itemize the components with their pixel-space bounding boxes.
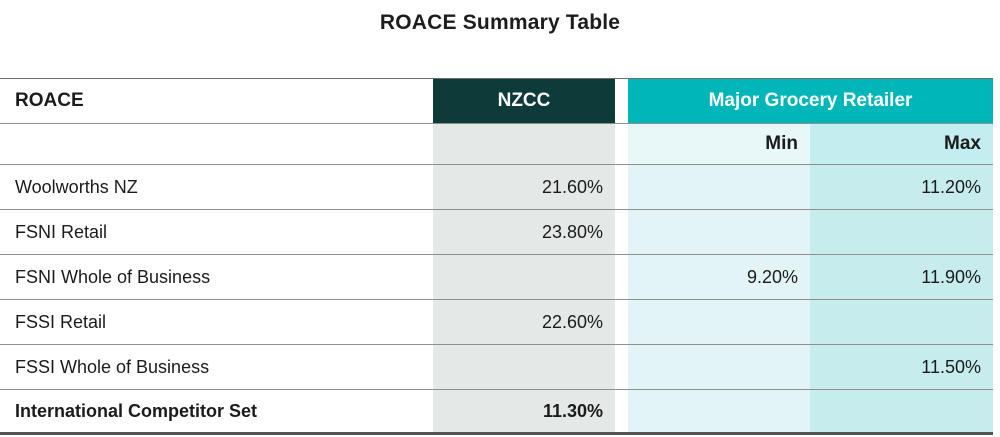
subheader-cell-min: Min (628, 124, 810, 164)
row-min-value (628, 210, 810, 254)
subheader-cell-nzcc-empty (433, 124, 615, 164)
table-row: FSNI Whole of Business 9.20% 11.90% (0, 255, 993, 300)
table-subheader-row: Min Max (0, 124, 993, 165)
row-nzcc-value: 23.80% (433, 210, 615, 254)
row-label: FSNI Whole of Business (15, 266, 211, 287)
row-max-value (810, 390, 993, 432)
row-label: FSSI Retail (15, 311, 107, 332)
row-nzcc-value: 11.30% (433, 390, 615, 432)
header-cell-roace: ROACE (0, 79, 433, 123)
header-cell-major-grocery-retailer: Major Grocery Retailer (628, 79, 993, 123)
row-max-value (810, 300, 993, 344)
roace-summary-table: ROACE NZCC Major Grocery Retailer Min Ma… (0, 78, 993, 435)
column-gap (615, 124, 628, 164)
column-gap (615, 165, 628, 209)
row-nzcc-value: 22.60% (433, 300, 615, 344)
column-gap (615, 210, 628, 254)
row-nzcc-value (433, 345, 615, 389)
row-max-value (810, 210, 993, 254)
column-gap (615, 390, 628, 432)
row-nzcc-value: 21.60% (433, 165, 615, 209)
header-cell-nzcc: NZCC (433, 79, 615, 123)
row-label: Woolworths NZ (15, 176, 138, 197)
column-gap (615, 255, 628, 299)
subheader-cell-max: Max (810, 124, 993, 164)
column-gap (615, 300, 628, 344)
table-row: FSNI Retail 23.80% (0, 210, 993, 255)
row-nzcc-value (433, 255, 615, 299)
row-max-value: 11.50% (810, 345, 993, 389)
row-min-value: 9.20% (628, 255, 810, 299)
table-row: FSSI Whole of Business 11.50% (0, 345, 993, 390)
row-max-value: 11.20% (810, 165, 993, 209)
row-min-value (628, 165, 810, 209)
column-gap (615, 79, 628, 123)
row-label: FSSI Whole of Business (15, 356, 210, 377)
table-row: Woolworths NZ 21.60% 11.20% (0, 165, 993, 210)
row-min-value (628, 390, 810, 432)
subheader-cell-empty (0, 124, 433, 164)
row-label: International Competitor Set (15, 400, 258, 421)
row-label: FSNI Retail (15, 221, 108, 242)
column-gap (615, 345, 628, 389)
row-min-value (628, 345, 810, 389)
row-max-value: 11.90% (810, 255, 993, 299)
table-row: FSSI Retail 22.60% (0, 300, 993, 345)
row-min-value (628, 300, 810, 344)
table-row-total: International Competitor Set 11.30% (0, 390, 993, 435)
table-header-row: ROACE NZCC Major Grocery Retailer (0, 79, 993, 124)
page-title: ROACE Summary Table (379, 11, 621, 34)
